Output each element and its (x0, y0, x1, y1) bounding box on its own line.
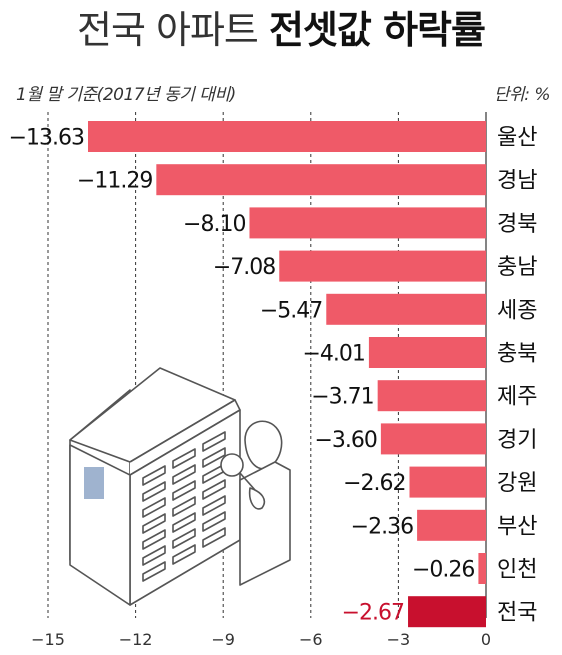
bar-4 (279, 250, 486, 282)
building-window (202, 527, 226, 548)
value-label: −4.01 (302, 342, 364, 367)
chart-subtitle: 1월 말 기준(2017년 동기 대비) (16, 85, 236, 105)
bar-6 (368, 337, 486, 368)
page-title: 전국 아파트 전셋값 하락률 (0, 4, 562, 56)
x-tick-label: −3 (387, 630, 411, 649)
building-window (172, 480, 196, 501)
value-label: −3.71 (311, 385, 373, 410)
value-label: −3.60 (314, 428, 376, 453)
bar-8 (380, 423, 486, 455)
building-window (142, 481, 166, 502)
building-window-icon (84, 467, 104, 499)
bar-5 (326, 293, 486, 325)
bar-9 (409, 466, 486, 498)
building-window (202, 431, 226, 452)
category-label: 강원 (497, 471, 537, 496)
category-label: 경기 (497, 428, 537, 453)
category-label: 경북 (497, 212, 537, 237)
category-label: 충북 (497, 342, 537, 367)
category-label: 인천 (497, 558, 537, 583)
category-label: 울산 (497, 126, 537, 151)
building-window (142, 545, 166, 566)
category-label: 세종 (497, 298, 537, 323)
value-label: −8.10 (183, 212, 245, 237)
bar-1 (88, 121, 486, 152)
value-label: −0.26 (412, 558, 474, 583)
building-window (172, 448, 196, 469)
building-window (142, 529, 166, 550)
x-tick-label: −15 (31, 630, 65, 649)
building-window (142, 465, 166, 486)
building-window (202, 495, 226, 516)
value-label: −13.63 (9, 126, 84, 151)
magnifier-icon (220, 453, 244, 477)
value-label: −2.67 (342, 601, 404, 626)
bars (88, 121, 486, 628)
category-label: 전국 (497, 601, 537, 626)
building-window (172, 512, 196, 533)
building-window (142, 513, 166, 534)
building-window (172, 544, 196, 565)
bar-3 (249, 207, 486, 239)
x-tick-label: 0 (481, 630, 491, 649)
building-window (172, 496, 196, 517)
bar-7 (377, 380, 486, 412)
bar-10 (417, 509, 486, 541)
category-label: 경남 (497, 169, 537, 194)
bar-12 (408, 596, 486, 628)
category-label: 충남 (497, 255, 537, 280)
x-axis-ticks: −15 −12 −9 −6 −3 0 (31, 630, 491, 649)
building-window (142, 497, 166, 518)
building-window (202, 511, 226, 532)
building-window (202, 447, 226, 468)
value-label: −2.62 (343, 471, 405, 496)
bar-2 (156, 164, 486, 196)
value-label: −2.36 (351, 514, 413, 539)
value-label: −7.08 (213, 255, 275, 280)
title-bold: 전셋값 하락률 (268, 8, 486, 52)
value-label: −11.29 (77, 169, 152, 194)
value-labels: −13.63 −11.29 −8.10 −7.08 −5.47 −4.01 −3.71 −3.… (9, 126, 476, 626)
x-tick-label: −6 (299, 630, 323, 649)
value-label: −5.47 (260, 298, 322, 323)
x-tick-label: −9 (211, 630, 235, 649)
building-window (202, 479, 226, 500)
bar-11 (478, 553, 486, 584)
building-window (142, 561, 166, 582)
apartment-illustration (69, 367, 291, 606)
category-label: 제주 (497, 385, 537, 410)
title-light: 전국 아파트 (77, 8, 259, 52)
unit-label: 단위: % (493, 85, 551, 105)
x-tick-label: −12 (119, 630, 153, 649)
building-window (172, 464, 196, 485)
category-label: 부산 (497, 514, 537, 539)
building-window (172, 528, 196, 549)
